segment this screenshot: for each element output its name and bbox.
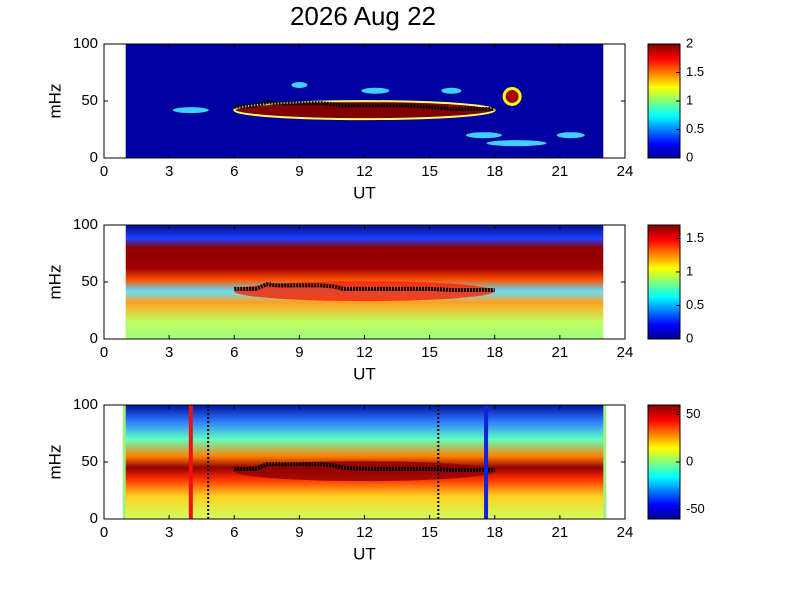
- colorbar-tick-label: 1.5: [686, 230, 704, 245]
- heat-blob: [441, 87, 462, 94]
- y-axis-label: mHz: [45, 445, 64, 480]
- colorbar-tick-label: 0: [686, 453, 693, 468]
- y-axis-label: mHz: [45, 84, 64, 119]
- x-tick-label: 21: [552, 344, 569, 361]
- y-tick-label: 0: [90, 149, 98, 166]
- heat-blob: [486, 140, 547, 147]
- title: 2026 Aug 22: [290, 1, 436, 31]
- x-tick-label: 24: [617, 344, 634, 361]
- y-axis-label: mHz: [45, 265, 64, 300]
- x-tick-label: 18: [486, 163, 503, 180]
- x-tick-label: 0: [100, 524, 108, 541]
- colorbar: [647, 43, 681, 159]
- heat-blob: [172, 107, 209, 114]
- colorbar-tick-label: 50: [686, 406, 700, 421]
- colorbar-tick-label: 0: [686, 149, 693, 164]
- trace: [234, 282, 495, 292]
- x-tick-label: 15: [421, 163, 438, 180]
- colorbar-tick-label: 1.5: [686, 64, 704, 79]
- x-tick-label: 12: [356, 524, 373, 541]
- colorbar-tick-label: 0.5: [686, 121, 704, 136]
- y-tick-label: 50: [81, 92, 98, 109]
- x-tick-label: 21: [552, 163, 569, 180]
- x-tick-label: 15: [421, 344, 438, 361]
- x-tick-label: 6: [230, 344, 238, 361]
- x-axis-label: UT: [353, 183, 376, 202]
- x-tick-label: 0: [100, 344, 108, 361]
- heat-blob: [361, 87, 390, 94]
- x-tick-label: 9: [295, 344, 303, 361]
- x-tick-label: 24: [617, 163, 634, 180]
- y-tick-label: 100: [73, 216, 98, 233]
- x-tick-label: 6: [230, 163, 238, 180]
- x-tick-label: 18: [486, 524, 503, 541]
- colorbar-tick-label: 0.5: [686, 297, 704, 312]
- heat-blob: [502, 86, 522, 106]
- x-tick-label: 3: [165, 524, 173, 541]
- x-axis-label: UT: [353, 364, 376, 383]
- x-tick-label: 21: [552, 524, 569, 541]
- x-tick-label: 6: [230, 524, 238, 541]
- colorbar-tick-label: 1: [686, 263, 693, 278]
- y-tick-label: 0: [90, 330, 98, 347]
- x-tick-label: 3: [165, 163, 173, 180]
- x-tick-label: 15: [421, 524, 438, 541]
- x-tick-label: 12: [356, 163, 373, 180]
- x-tick-label: 12: [356, 344, 373, 361]
- y-tick-label: 50: [81, 453, 98, 470]
- colorbar-tick-label: 2: [686, 35, 693, 50]
- y-tick-label: 0: [90, 510, 98, 527]
- trace: [234, 462, 495, 472]
- x-tick-label: 0: [100, 163, 108, 180]
- y-tick-label: 50: [81, 273, 98, 290]
- x-axis-label: UT: [353, 544, 376, 563]
- colorbar-tick-label: 1: [686, 92, 693, 107]
- x-tick-label: 9: [295, 524, 303, 541]
- heat-blob: [291, 82, 308, 89]
- colorbar-tick-label: 0: [686, 330, 693, 345]
- x-tick-label: 24: [617, 524, 634, 541]
- colorbar: [647, 224, 681, 340]
- heat-blob: [465, 132, 502, 139]
- x-tick-label: 9: [295, 163, 303, 180]
- y-tick-label: 100: [73, 35, 98, 52]
- colorbar: [647, 404, 681, 520]
- x-tick-label: 18: [486, 344, 503, 361]
- heat-blob: [556, 132, 585, 139]
- trace: [234, 100, 495, 111]
- colorbar-tick-label: -50: [686, 501, 705, 516]
- y-tick-label: 100: [73, 396, 98, 413]
- x-tick-label: 3: [165, 344, 173, 361]
